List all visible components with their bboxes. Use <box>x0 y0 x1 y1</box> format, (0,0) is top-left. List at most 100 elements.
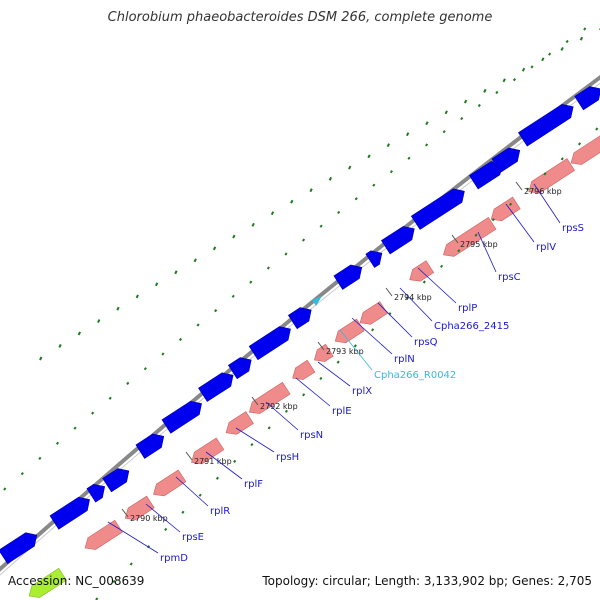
gc-skew-mark <box>232 234 236 239</box>
scale-tick <box>385 287 393 297</box>
gene-leader-line <box>205 451 243 480</box>
scale-tick-label: 2791 kbp <box>194 457 232 466</box>
gene-label-rplf[interactable]: rplF <box>244 479 263 490</box>
reverse-gene-arrow[interactable] <box>225 411 254 435</box>
reverse-gene-arrow[interactable] <box>153 469 187 497</box>
gc-content-mark <box>20 472 24 476</box>
scale-tick <box>185 451 193 461</box>
reverse-gene-arrow[interactable] <box>528 158 576 194</box>
gene-label-rpse[interactable]: rpsE <box>182 532 204 543</box>
gc-inner-mark <box>319 376 323 381</box>
reverse-gene-arrow[interactable] <box>570 135 600 165</box>
gene-label-cpha266_2415[interactable]: Cpha266_2415 <box>434 321 509 332</box>
reverse-gene-arrow[interactable] <box>359 301 388 325</box>
gc-content-mark <box>214 309 218 313</box>
gene-label-rplr[interactable]: rplR <box>210 506 230 517</box>
forward-gene-arrow[interactable] <box>0 532 38 565</box>
gene-leader-line <box>399 287 433 322</box>
gc-inner-mark <box>474 233 478 237</box>
gc-content-mark <box>284 252 288 256</box>
reverse-gene-arrow[interactable] <box>191 437 225 465</box>
gc-skew-mark <box>97 319 101 323</box>
gc-content-mark <box>495 90 499 95</box>
gc-content-mark <box>565 39 569 44</box>
forward-gene-arrow[interactable] <box>333 264 363 290</box>
gene-label-rpsc[interactable]: rpsC <box>498 272 521 283</box>
gc-skew-mark <box>521 67 526 72</box>
gene-label-cpha266_r0042[interactable]: Cpha266_R0042 <box>374 370 456 381</box>
gc-inner-mark <box>267 426 271 430</box>
gene-label-rplv[interactable]: rplV <box>536 242 556 253</box>
forward-gene-arrow[interactable] <box>491 147 521 173</box>
gc-skew-mark <box>58 343 62 348</box>
forward-gene-arrow[interactable] <box>198 372 234 402</box>
scale-tick <box>317 341 325 351</box>
reverse-gene-arrow[interactable] <box>313 343 334 362</box>
gc-content-mark <box>196 323 200 327</box>
gc-inner-mark <box>560 157 564 161</box>
gene-label-rpss[interactable]: rpsS <box>562 223 584 234</box>
forward-gene-arrow[interactable] <box>86 483 106 503</box>
gc-inner-mark <box>422 280 426 284</box>
scale-tick-label: 2790 kbp <box>130 514 168 523</box>
gc-inner-mark <box>250 442 254 447</box>
gc-content-mark <box>126 381 130 386</box>
forward-gene-arrow[interactable] <box>135 433 165 459</box>
forward-gene-arrow[interactable] <box>227 357 252 380</box>
reverse-gene-arrow[interactable] <box>248 381 291 414</box>
gc-content-mark <box>372 183 376 187</box>
reverse-gene-arrow[interactable] <box>84 519 123 550</box>
gc-content-mark <box>425 143 429 147</box>
gc-skew-mark <box>367 154 371 159</box>
forward-gene-arrow[interactable] <box>365 250 383 268</box>
reverse-gene-arrow[interactable] <box>490 196 521 222</box>
gene-label-rpsq[interactable]: rpsQ <box>414 337 438 348</box>
forward-gene-arrow[interactable] <box>517 103 574 147</box>
gc-content-mark <box>108 396 112 400</box>
forward-gene-arrow[interactable] <box>574 86 600 111</box>
gc-inner-mark <box>215 476 219 480</box>
forward-gene-arrow[interactable] <box>102 468 130 493</box>
gc-content-mark <box>583 27 587 31</box>
scale-tick-label: 2792 kbp <box>260 402 298 411</box>
forward-gene-arrow[interactable] <box>161 400 202 434</box>
gc-skew-mark <box>77 331 82 336</box>
gc-skew-mark <box>212 246 217 251</box>
reverse-gene-arrow[interactable] <box>124 495 155 521</box>
gc-skew-mark <box>154 282 159 287</box>
forward-gene-arrow[interactable] <box>287 307 312 330</box>
gc-content-mark <box>178 337 183 342</box>
gc-skew-mark <box>386 143 390 148</box>
gc-content-mark <box>38 456 42 460</box>
gene-label-rple[interactable]: rplE <box>332 406 352 417</box>
gene-leader-line <box>417 267 457 304</box>
gene-label-rpmd[interactable]: rpmD <box>160 553 188 564</box>
gc-skew-mark <box>444 110 448 115</box>
gc-skew-mark <box>406 132 410 137</box>
reverse-gene-arrow[interactable] <box>292 359 316 380</box>
gc-skew-mark <box>560 46 564 51</box>
gc-content-mark <box>143 367 147 371</box>
forward-gene-arrow[interactable] <box>248 326 291 361</box>
gene-label-rplx[interactable]: rplX <box>352 386 372 397</box>
gc-content-mark <box>231 294 235 298</box>
gene-leader-line <box>477 231 497 273</box>
gc-content-mark <box>530 65 534 69</box>
gene-label-rpln[interactable]: rplN <box>394 354 415 365</box>
map-title: Chlorobium phaeobacteroides DSM 266, com… <box>107 10 493 25</box>
gene-leader-line <box>505 203 535 243</box>
rna-feature-marker[interactable] <box>312 296 322 306</box>
gc-skew-mark <box>502 78 506 83</box>
selected-gene-arrow[interactable] <box>28 567 67 598</box>
reverse-gene-arrow[interactable] <box>443 216 497 257</box>
scale-tick <box>451 234 459 244</box>
forward-gene-arrow[interactable] <box>49 496 90 530</box>
reverse-gene-arrow[interactable] <box>334 318 365 344</box>
forward-gene-arrow[interactable] <box>380 226 415 255</box>
gene-label-rpsh[interactable]: rpsH <box>276 452 299 463</box>
gc-skew-mark <box>328 176 333 181</box>
gene-label-rpsn[interactable]: rpsN <box>300 430 323 441</box>
forward-gene-arrow[interactable] <box>410 188 465 230</box>
gene-label-rplp[interactable]: rplP <box>458 303 477 314</box>
